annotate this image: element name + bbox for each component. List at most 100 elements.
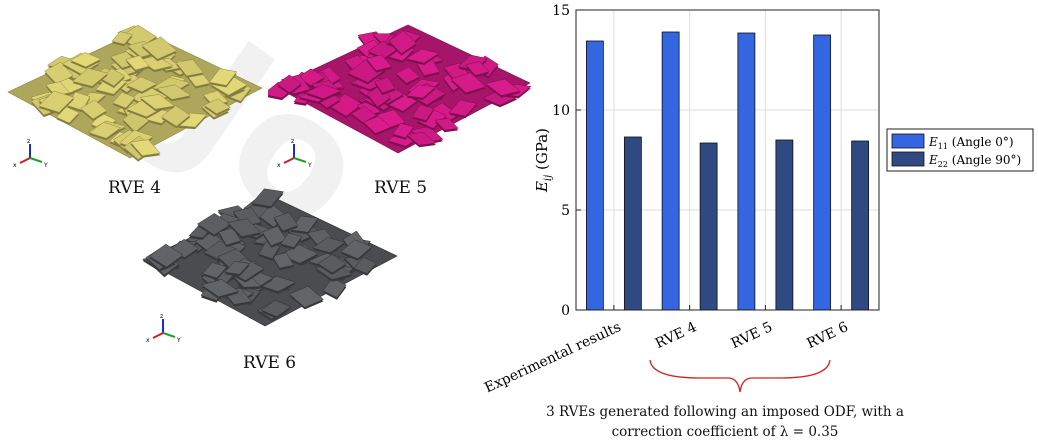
platelet bbox=[450, 72, 487, 94]
x-tick-label: RVE 5 bbox=[729, 319, 775, 352]
platelet bbox=[44, 61, 74, 85]
rve-5-label: RVE 5 bbox=[374, 178, 428, 198]
x-tick-label: RVE 4 bbox=[653, 319, 699, 352]
platelet bbox=[226, 218, 262, 237]
platelet bbox=[395, 66, 420, 84]
platelet bbox=[405, 84, 437, 99]
platelet bbox=[312, 237, 346, 254]
platelet bbox=[411, 104, 435, 121]
y-tick-label: 10 bbox=[552, 103, 570, 119]
figure-caption: 3 RVEs generated following an imposed OD… bbox=[500, 402, 950, 442]
platelet bbox=[203, 98, 231, 115]
y-tick-label: 15 bbox=[552, 3, 570, 19]
platelet bbox=[388, 30, 417, 54]
platelet bbox=[363, 115, 392, 134]
platelet bbox=[322, 277, 347, 299]
platelet bbox=[251, 188, 284, 207]
platelet bbox=[406, 132, 437, 146]
platelet bbox=[273, 211, 299, 232]
platelet bbox=[271, 252, 295, 269]
legend-swatch-e22 bbox=[891, 151, 925, 167]
platelet bbox=[340, 239, 373, 259]
rve-6-platelets bbox=[142, 188, 398, 327]
bar-e22-rve-5 bbox=[775, 139, 794, 311]
triad-z-label: z bbox=[291, 138, 294, 145]
triad-y-label: Y bbox=[176, 337, 181, 344]
rve-4-platelets bbox=[7, 24, 263, 162]
bar-e11-rve-4 bbox=[661, 31, 680, 311]
platelet bbox=[112, 92, 136, 109]
platelet bbox=[80, 99, 108, 120]
rve-5-render bbox=[268, 24, 532, 154]
bar-e22-experimental-results bbox=[623, 136, 642, 311]
x-tick-labels: Experimental results RVE 4 RVE 5 RVE 6 bbox=[482, 319, 851, 396]
triad-z-label: z bbox=[27, 138, 30, 145]
platelet bbox=[111, 31, 133, 45]
rve-4-axis-triad: z x Y bbox=[13, 138, 48, 169]
bar-e22-rve-6 bbox=[851, 140, 870, 311]
triad-x-label: x bbox=[277, 162, 281, 169]
platelet bbox=[276, 74, 303, 94]
platelet bbox=[374, 76, 396, 94]
caption-line-2: correction coefficient of λ = 0.35 bbox=[611, 424, 839, 440]
platelet bbox=[317, 254, 347, 274]
triad-x-label: x bbox=[13, 162, 17, 169]
y-tick-label: 5 bbox=[561, 203, 570, 219]
platelet bbox=[175, 59, 204, 77]
platelet bbox=[125, 55, 150, 71]
triad-y-label: Y bbox=[307, 162, 312, 169]
platelet bbox=[289, 215, 319, 233]
platelet bbox=[353, 256, 377, 275]
platelet bbox=[38, 90, 75, 113]
platelet bbox=[434, 118, 459, 131]
x-tick-label: RVE 6 bbox=[804, 319, 850, 352]
platelet bbox=[100, 68, 126, 87]
y-axis-label: Eij (GPa) bbox=[533, 128, 554, 193]
plot-frame bbox=[575, 9, 880, 311]
x-tick-label: Experimental results bbox=[482, 319, 623, 396]
bar-e11-rve-5 bbox=[737, 32, 756, 311]
platelet bbox=[141, 36, 178, 60]
platelet bbox=[88, 121, 122, 139]
platelet bbox=[148, 243, 184, 268]
platelet bbox=[138, 55, 174, 71]
rve-4-render bbox=[7, 24, 263, 162]
platelet bbox=[155, 84, 192, 100]
ticks-layer: 0 5 10 15 bbox=[552, 3, 842, 319]
rve-5-platelets bbox=[268, 24, 532, 154]
rve-slab bbox=[7, 29, 263, 159]
legend-label-e11: E11 (Angle 0°) bbox=[928, 135, 1014, 151]
rve-6-label: RVE 6 bbox=[243, 353, 297, 373]
platelet bbox=[69, 52, 102, 68]
platelet bbox=[71, 68, 109, 87]
platelet bbox=[208, 68, 238, 86]
platelet bbox=[125, 76, 158, 93]
rve-5-axis-triad: z x Y bbox=[277, 138, 312, 169]
platelet bbox=[448, 99, 478, 117]
platelet bbox=[224, 261, 251, 275]
platelet bbox=[202, 262, 228, 279]
platelet bbox=[139, 94, 176, 110]
triad-x-label: x bbox=[146, 337, 150, 344]
rve-group-bracket bbox=[649, 359, 831, 393]
platelet bbox=[45, 81, 71, 97]
platelet bbox=[485, 78, 521, 96]
rve-6-axis-triad: z x Y bbox=[146, 313, 181, 344]
platelet bbox=[200, 279, 240, 298]
triad-z-label: z bbox=[160, 313, 163, 320]
platelet bbox=[161, 105, 191, 127]
legend: E11 (Angle 0°) E22 (Angle 90°) bbox=[886, 128, 1034, 172]
platelet bbox=[465, 60, 490, 76]
triad-y-label: Y bbox=[43, 162, 48, 169]
platelet bbox=[280, 232, 303, 248]
y-tick-label: 0 bbox=[561, 303, 570, 319]
legend-swatch-e11 bbox=[891, 133, 925, 149]
bars-layer bbox=[585, 31, 870, 311]
legend-label-e22: E22 (Angle 90°) bbox=[928, 153, 1021, 169]
platelet bbox=[405, 48, 440, 64]
platelet bbox=[350, 105, 378, 124]
bar-e22-rve-4 bbox=[699, 142, 718, 311]
bar-e11-rve-6 bbox=[813, 34, 832, 311]
grid-layer bbox=[576, 9, 879, 311]
